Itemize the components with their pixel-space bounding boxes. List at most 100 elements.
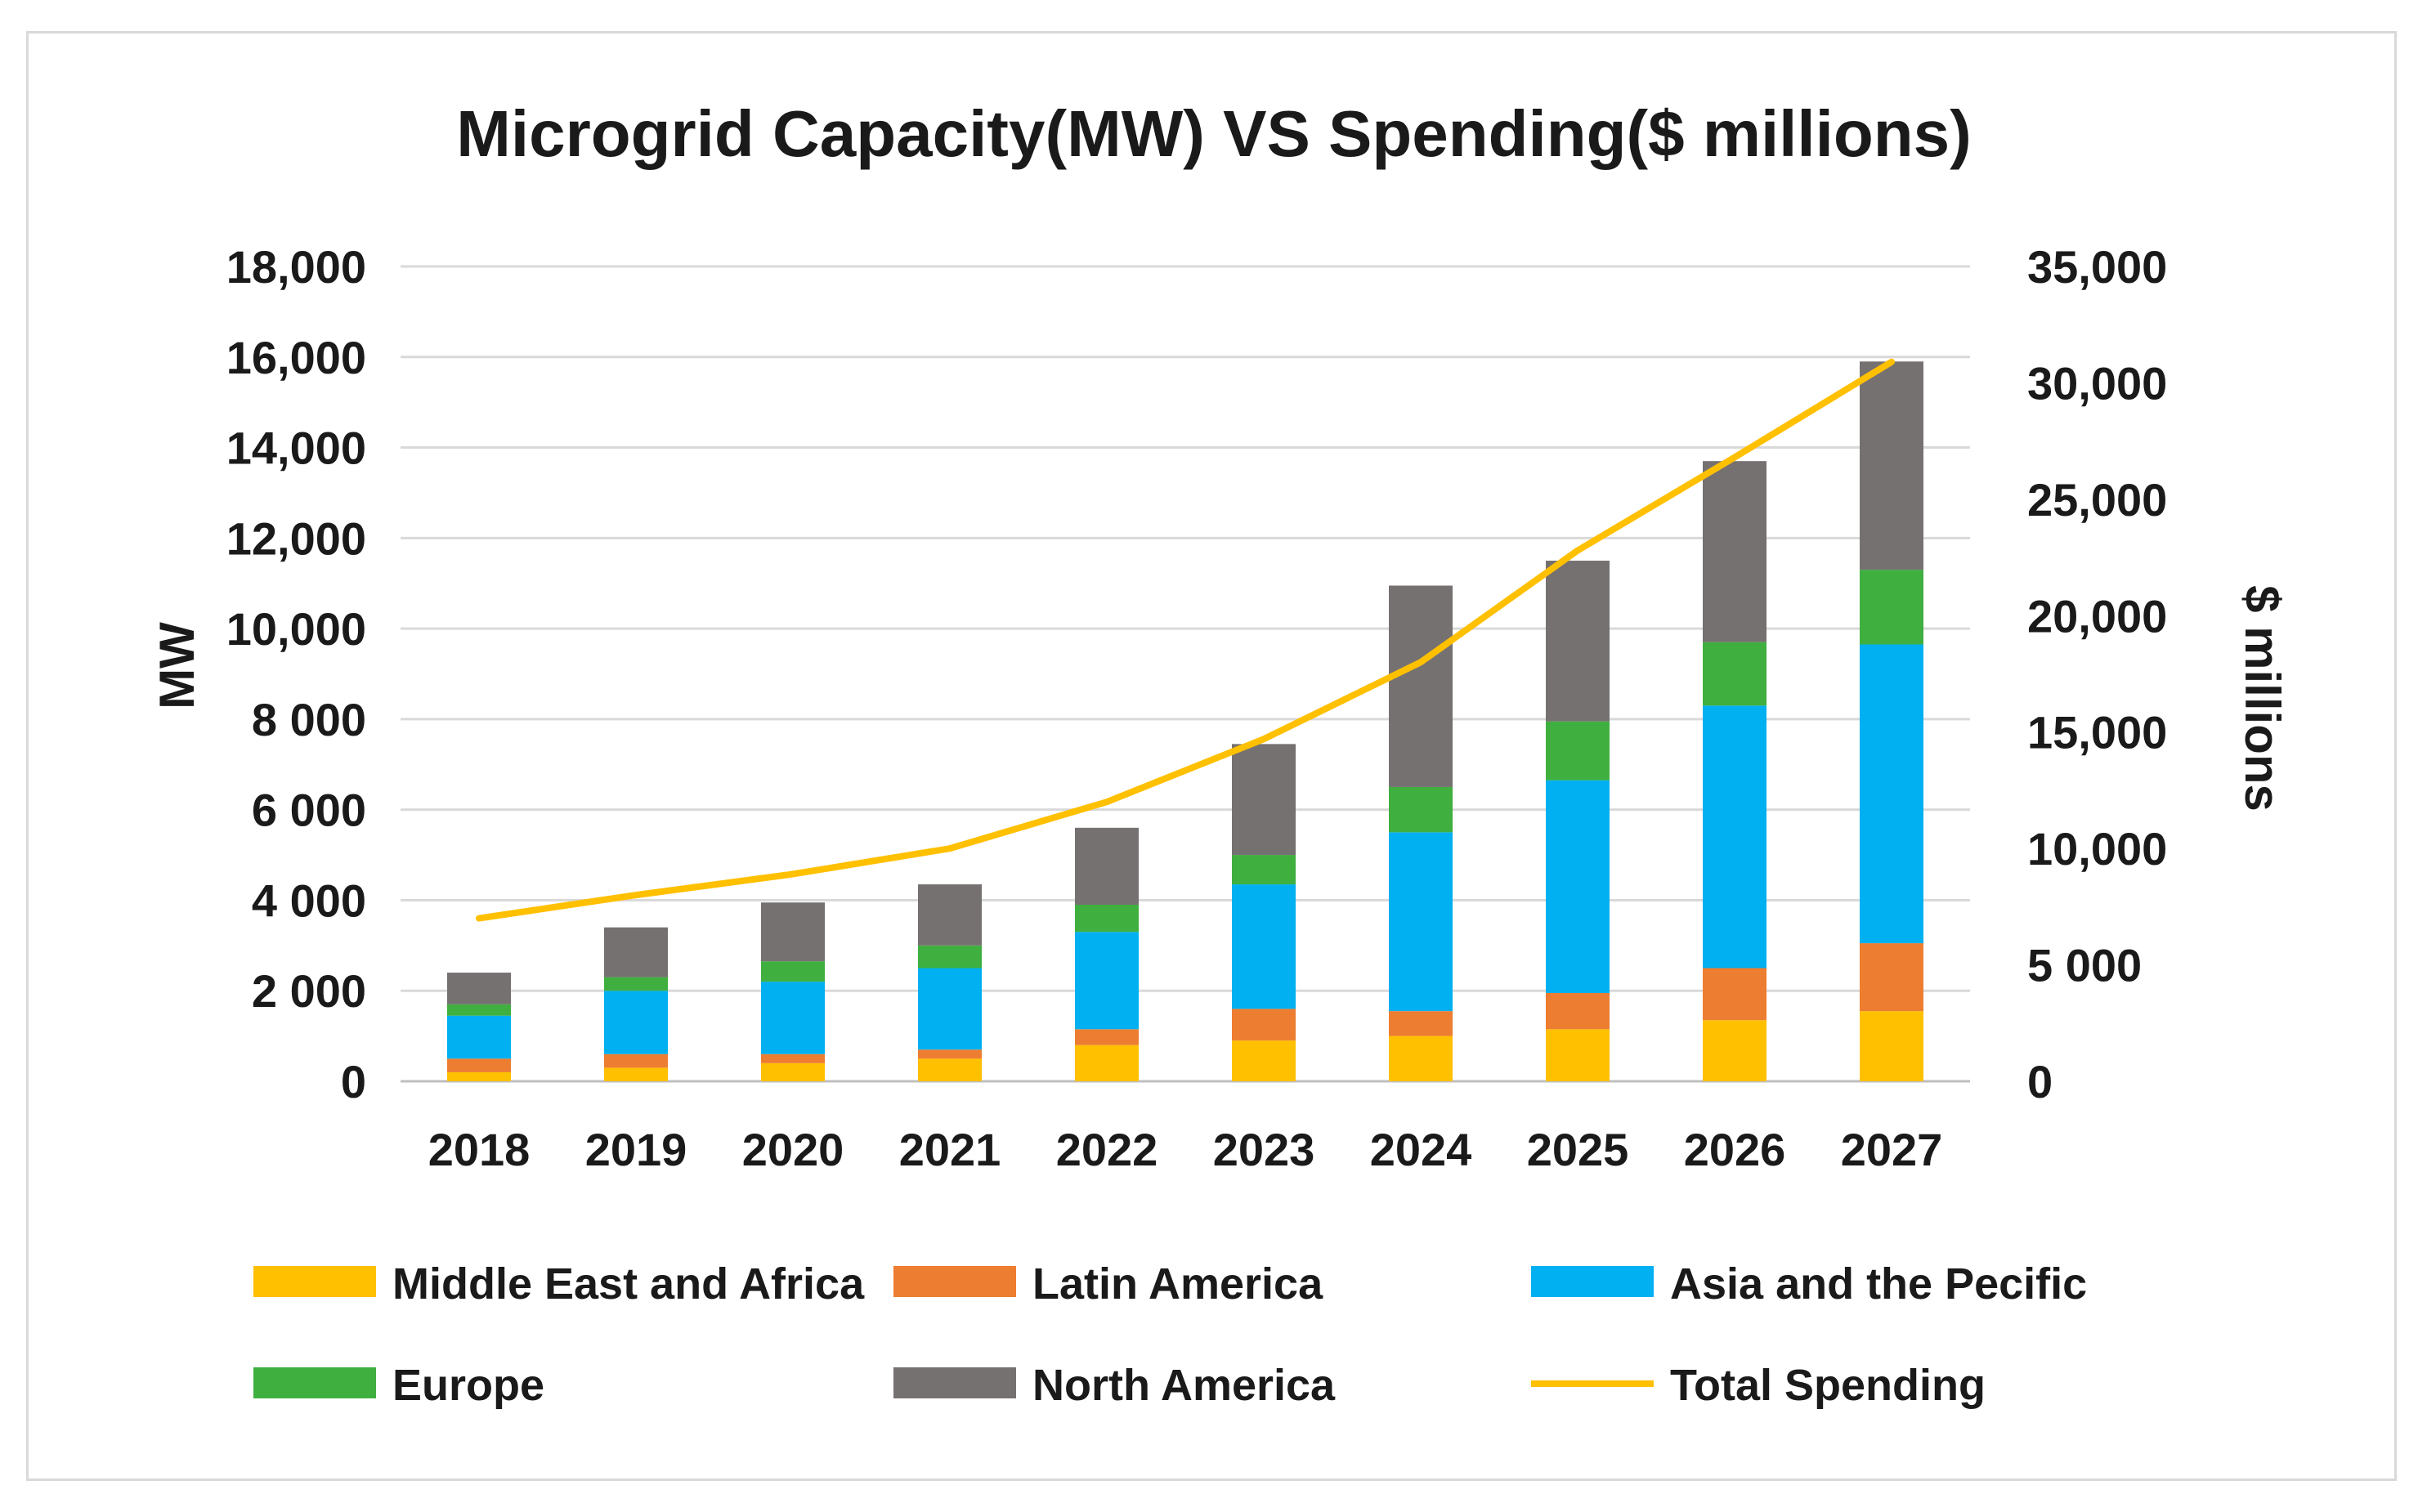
legend-label: North America <box>1032 1361 1336 1410</box>
y2-axis-label: $ millions <box>2235 585 2290 812</box>
bar-segment <box>1232 855 1296 885</box>
bar-segment <box>918 1049 982 1059</box>
bar-segment <box>604 977 668 991</box>
bar-segment <box>761 902 825 962</box>
bar-segment <box>918 884 982 946</box>
bar-segment <box>1860 361 1923 570</box>
legend-label: Total Spending <box>1670 1361 1986 1410</box>
bar-segment <box>447 1071 511 1081</box>
bar-segment <box>447 1058 511 1072</box>
bar-segment <box>1232 744 1296 856</box>
bar-segment <box>1860 570 1923 645</box>
bar-segment <box>761 982 825 1054</box>
chart-canvas: Microgrid Capacity(MW) VS Spending($ mil… <box>150 97 2290 1410</box>
y-tick-label: 2 000 <box>252 965 366 1017</box>
legend-swatch <box>893 1266 1016 1297</box>
y-tick-label: 10,000 <box>226 603 366 655</box>
bar-segment <box>447 973 511 1004</box>
x-tick-label: 2025 <box>1527 1124 1629 1175</box>
bar-segment <box>1860 943 1923 1012</box>
bar-segment <box>1546 992 1610 1030</box>
y-tick-label: 6 000 <box>252 785 366 836</box>
y2-tick-label: 30,000 <box>2027 357 2167 409</box>
legend-swatch <box>253 1367 376 1398</box>
bar-segment <box>1703 705 1766 968</box>
bar-segment <box>1546 721 1610 781</box>
x-axis: 2018 2019 2020 2021 2022 2023 2024 2025 2026 2027 <box>428 1124 1943 1175</box>
x-tick-label: 2019 <box>585 1124 687 1175</box>
y-tick-label: 8 000 <box>252 694 366 745</box>
line-series <box>476 358 1895 922</box>
legend-swatch <box>893 1367 1016 1398</box>
legend-swatch <box>253 1266 376 1297</box>
bar-segment <box>1546 561 1610 722</box>
bar-segment <box>1703 1020 1766 1081</box>
legend-swatch <box>1531 1266 1654 1297</box>
x-tick-label: 2027 <box>1841 1124 1943 1175</box>
bar-segment <box>1075 932 1139 1030</box>
bar-segment <box>918 968 982 1050</box>
bar-segment <box>1860 644 1923 944</box>
bar-segment <box>1389 585 1453 787</box>
y-axis-left: 0 2 000 4 000 6 000 8 000 10,000 12,000 14,000 1… <box>226 241 366 1107</box>
y2-tick-label: 25,000 <box>2027 474 2167 526</box>
legend: Middle East and Africa Latin America Asia … <box>253 1259 2087 1410</box>
bar-segment <box>1075 904 1139 933</box>
bar-segment <box>761 961 825 982</box>
bar-segment <box>604 927 668 977</box>
bar-segment <box>1075 827 1139 905</box>
y-tick-label: 16,000 <box>226 332 366 383</box>
bar-stacks <box>447 361 1923 1081</box>
x-tick-label: 2026 <box>1684 1124 1786 1175</box>
y-tick-label: 4 000 <box>252 875 366 926</box>
bar-segment <box>1075 1029 1139 1045</box>
bar-segment <box>1703 461 1766 642</box>
y2-tick-label: 0 <box>2027 1056 2053 1107</box>
chart-title: Microgrid Capacity(MW) VS Spending($ mil… <box>456 97 1971 170</box>
y2-tick-label: 15,000 <box>2027 707 2167 758</box>
bar-segment <box>1232 884 1296 1009</box>
x-tick-label: 2020 <box>742 1124 844 1175</box>
y-tick-label: 0 <box>341 1056 366 1107</box>
y-tick-label: 12,000 <box>226 512 366 564</box>
x-tick-label: 2023 <box>1213 1124 1315 1175</box>
y2-tick-label: 20,000 <box>2027 590 2167 642</box>
bar-segment <box>918 1058 982 1081</box>
bar-segment <box>1075 1045 1139 1081</box>
bar-segment <box>761 1062 825 1081</box>
bar-segment <box>447 1004 511 1016</box>
legend-label: Europe <box>392 1361 544 1410</box>
y-tick-label: 18,000 <box>226 241 366 293</box>
bar-segment <box>1232 1009 1296 1041</box>
x-tick-label: 2021 <box>899 1124 1001 1175</box>
y-axis-label: MW <box>150 622 204 709</box>
y2-tick-label: 35,000 <box>2027 241 2167 293</box>
legend-label: Middle East and Africa <box>392 1259 865 1308</box>
spending-line <box>476 358 1895 922</box>
x-tick-label: 2022 <box>1056 1124 1158 1175</box>
bar-segment <box>761 1053 825 1063</box>
x-tick-label: 2018 <box>428 1124 531 1175</box>
bar-segment <box>1860 1011 1923 1081</box>
bar-segment <box>1546 1029 1610 1081</box>
bar-segment <box>1546 780 1610 993</box>
legend-label: Latin America <box>1032 1259 1323 1308</box>
bar-segment <box>1389 1036 1453 1081</box>
bar-segment <box>1389 832 1453 1012</box>
bar-segment <box>1389 1011 1453 1036</box>
y2-tick-label: 5 000 <box>2027 940 2142 991</box>
bar-segment <box>918 945 982 968</box>
bar-segment <box>1703 642 1766 706</box>
bar-segment <box>1232 1040 1296 1081</box>
chart-frame: Microgrid Capacity(MW) VS Spending($ mil… <box>26 31 2397 1481</box>
y-axis-right: 0 5 000 10,000 15,000 20,000 25,000 30,000 35,0… <box>2027 241 2167 1107</box>
y-tick-label: 14,000 <box>226 423 366 474</box>
bar-segment <box>604 991 668 1054</box>
bar-segment <box>447 1015 511 1059</box>
y2-tick-label: 10,000 <box>2027 823 2167 875</box>
legend-label: Asia and the Pecific <box>1670 1259 2087 1308</box>
bar-segment <box>1389 786 1453 833</box>
bar-segment <box>604 1053 668 1068</box>
bar-segment <box>604 1067 668 1081</box>
bar-segment <box>1703 968 1766 1021</box>
